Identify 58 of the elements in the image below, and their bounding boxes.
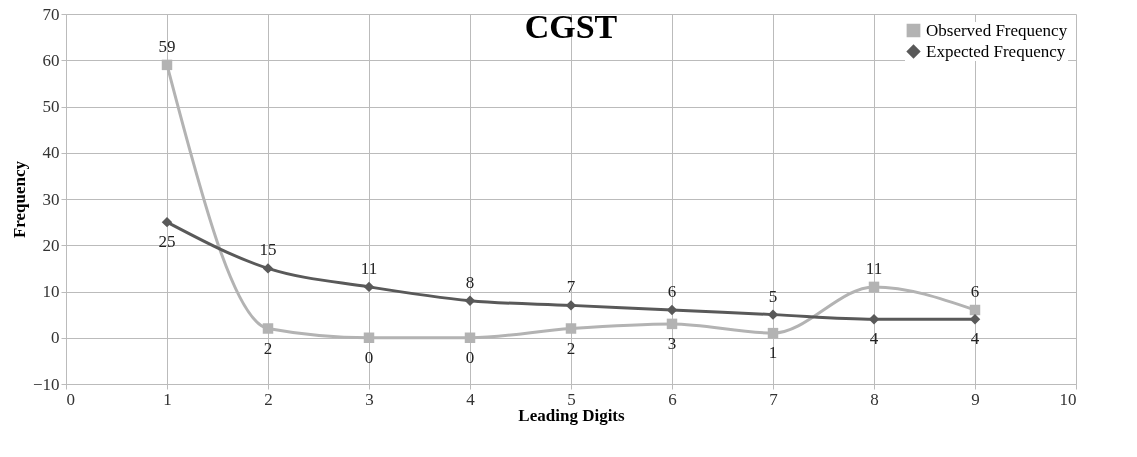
point (767, 327, 779, 339)
data-label: 6 (970, 282, 980, 301)
x-tick-label: 7 (769, 389, 779, 409)
data-label: 11 (360, 258, 378, 278)
x-tick-label: 9 (971, 389, 980, 409)
data-label: 0 (364, 347, 374, 367)
x-tick-label: 10 (1059, 389, 1077, 409)
data-label: 4 (869, 329, 879, 349)
x-tick-label: 1 (163, 389, 172, 409)
point (363, 332, 375, 343)
point (161, 216, 173, 228)
x-tick-label: 0 (66, 389, 75, 409)
y-tick-label: −10 (32, 374, 60, 394)
y-axis-title: Frequency (9, 160, 29, 239)
data-label: 8 (465, 272, 475, 292)
data-label: 25 (158, 232, 176, 252)
legend-label: Observed Frequency (926, 20, 1068, 40)
legend-label: Expected Frequency (926, 41, 1066, 61)
data-label: 5 (768, 286, 778, 306)
data-label: 1 (768, 343, 778, 363)
data-label: 11 (865, 258, 883, 278)
x-tick-label: 6 (668, 389, 677, 409)
data-label: 2 (566, 338, 576, 358)
y-tick-label: 70 (42, 4, 60, 24)
point (262, 323, 274, 334)
point (262, 263, 274, 274)
point (767, 309, 779, 320)
point (969, 314, 981, 325)
y-tick-label: 20 (42, 235, 60, 255)
point (565, 300, 577, 311)
point (868, 281, 880, 293)
y-tick-label: 0 (51, 328, 60, 348)
point (868, 314, 880, 325)
data-label: 3 (667, 333, 677, 353)
point (565, 323, 577, 334)
chart-title: CGST (524, 8, 618, 45)
data-label: 15 (259, 240, 277, 260)
data-label: 6 (667, 282, 677, 301)
x-tick-label: 4 (466, 389, 476, 409)
data-label: 0 (465, 347, 475, 367)
x-tick-label: 3 (365, 389, 374, 409)
data-label: 59 (158, 36, 176, 56)
y-tick-label: 30 (42, 189, 60, 209)
data-label: 7 (566, 277, 576, 297)
point (969, 304, 981, 316)
x-tick-label: 2 (264, 389, 273, 409)
y-tick-label: 40 (42, 143, 60, 163)
x-tick-label: 8 (870, 389, 879, 409)
point (363, 281, 375, 293)
y-tick-label: 50 (42, 97, 60, 116)
point (161, 59, 173, 71)
data-label: 2 (263, 338, 273, 358)
y-tick-label: 60 (42, 50, 60, 70)
y-tick-label: 10 (42, 282, 60, 301)
point (464, 332, 476, 343)
data-label: 4 (970, 329, 980, 349)
point (464, 295, 476, 306)
point (666, 318, 678, 330)
